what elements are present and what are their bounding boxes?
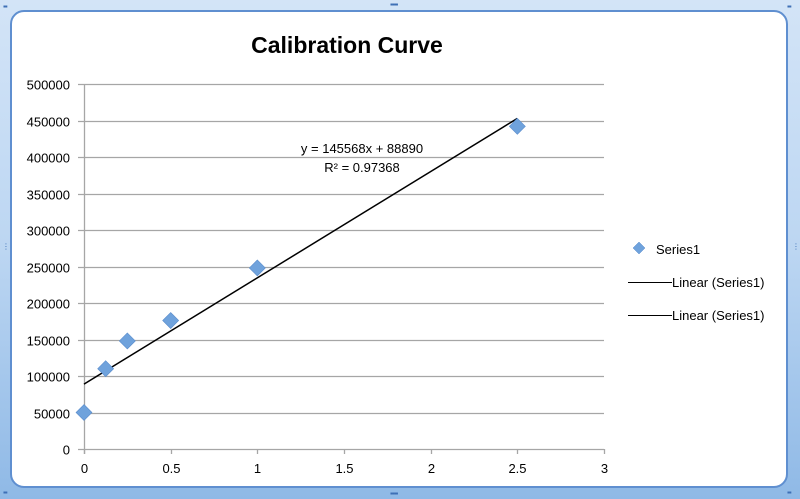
x-tick-label: 2 bbox=[428, 461, 435, 476]
legend-entry-series1: Series1 bbox=[632, 233, 765, 266]
line-icon bbox=[628, 315, 672, 316]
chart-title[interactable]: Calibration Curve bbox=[251, 32, 443, 58]
resize-handle-bottom-left[interactable]: ▪▪ bbox=[3, 488, 8, 497]
resize-handle-right[interactable]: ⋮ bbox=[792, 242, 800, 251]
data-point[interactable] bbox=[75, 404, 93, 421]
y-tick-label: 350000 bbox=[27, 188, 70, 203]
resize-handle-top[interactable]: ▪▪▪▪ bbox=[390, 0, 398, 9]
y-tick-label: 50000 bbox=[34, 407, 70, 422]
resize-handle-bottom[interactable]: ▪▪▪▪ bbox=[390, 489, 398, 498]
x-tick-label: 3 bbox=[601, 461, 608, 476]
y-tick-label: 200000 bbox=[27, 297, 70, 312]
line-icon bbox=[628, 282, 672, 283]
r-squared-label[interactable]: R² = 0.97368 bbox=[324, 160, 400, 175]
x-tick-label: 2.5 bbox=[508, 461, 526, 476]
y-tick-label: 400000 bbox=[27, 151, 70, 166]
y-tick-label: 150000 bbox=[27, 334, 70, 349]
data-point[interactable] bbox=[508, 117, 526, 135]
x-tick-label: 1 bbox=[254, 461, 261, 476]
trendline[interactable] bbox=[83, 117, 518, 385]
legend[interactable]: Series1 Linear (Series1) Linear (Series1… bbox=[628, 233, 765, 332]
chart-area[interactable] bbox=[10, 10, 788, 488]
trendline-equation-label[interactable]: y = 145568x + 88890 bbox=[301, 141, 423, 156]
data-point[interactable] bbox=[118, 332, 136, 350]
resize-handle-top-left[interactable]: ▪▪ bbox=[3, 2, 8, 11]
resize-handle-top-right[interactable]: ▪▪ bbox=[787, 2, 792, 11]
y-tick-label: 450000 bbox=[27, 115, 70, 130]
data-point[interactable] bbox=[162, 312, 180, 329]
x-tick-label: 1.5 bbox=[335, 461, 353, 476]
resize-handle-left[interactable]: ⋮ bbox=[2, 242, 10, 251]
y-tick-label: 0 bbox=[63, 443, 70, 458]
resize-handle-bottom-right[interactable]: ▪▪ bbox=[787, 488, 792, 497]
y-tick-label: 500000 bbox=[27, 78, 70, 93]
x-tick-label: 0.5 bbox=[162, 461, 180, 476]
legend-label: Series1 bbox=[656, 242, 701, 257]
legend-label: Linear (Series1) bbox=[672, 275, 765, 290]
data-point[interactable] bbox=[97, 360, 115, 378]
y-tick-label: 300000 bbox=[27, 224, 70, 239]
legend-entry-linear-1: Linear (Series1) bbox=[628, 266, 765, 299]
legend-entry-linear-2: Linear (Series1) bbox=[628, 299, 765, 332]
x-tick-label: 0 bbox=[81, 461, 88, 476]
data-point[interactable] bbox=[248, 259, 266, 277]
y-tick-label: 100000 bbox=[27, 370, 70, 385]
diamond-marker-icon bbox=[632, 241, 646, 258]
y-tick-label: 250000 bbox=[27, 261, 70, 276]
legend-label: Linear (Series1) bbox=[672, 308, 765, 323]
